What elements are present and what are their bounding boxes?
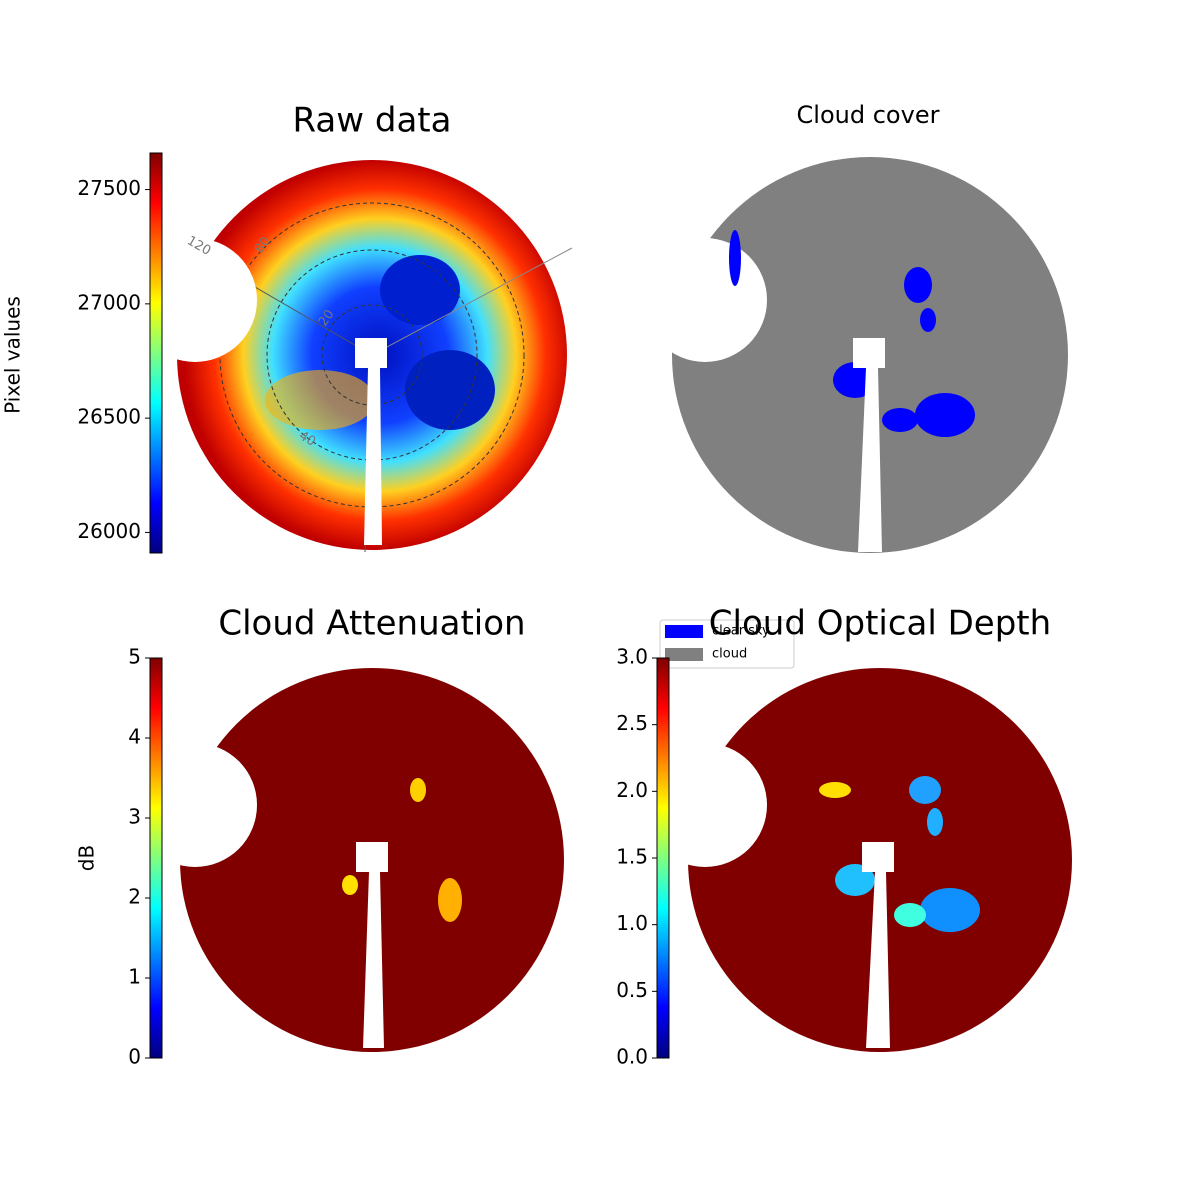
chart-title: Raw data — [293, 101, 452, 141]
colorbar — [656, 657, 670, 1059]
colorbar-tick-label: 2 — [128, 885, 141, 909]
cloud-cover-image — [643, 157, 1068, 553]
legend-label: clear sky — [712, 624, 770, 639]
colorbar-tick-label: 1.0 — [616, 911, 648, 935]
colorbar-tick-label: 2.0 — [616, 778, 648, 802]
colorbar-tick-label: 0.5 — [616, 978, 648, 1002]
colorbar — [149, 152, 163, 554]
colorbar-tick-label: 4 — [128, 725, 141, 749]
colorbar-tick-label: 26500 — [77, 405, 141, 429]
colorbar — [149, 657, 163, 1059]
colorbar-tick-label: 3 — [128, 805, 141, 829]
chart-title: Cloud cover — [797, 101, 940, 129]
colorbar-tick-label: 2.5 — [616, 711, 648, 735]
chart-title: Cloud Attenuation — [218, 604, 525, 644]
polar-grid-label: 40 — [296, 429, 318, 450]
colorbar-tick-label: 26000 — [77, 519, 141, 543]
optical-depth-image — [643, 668, 1072, 1052]
legend-label: cloud — [712, 647, 747, 662]
chart-title: Cloud Optical Depth — [709, 604, 1051, 644]
legend-swatch — [665, 625, 703, 638]
colorbar-tick-label: 5 — [128, 645, 141, 669]
colorbar-tick-label: 1.5 — [616, 845, 648, 869]
colorbar-tick-label: 27000 — [77, 290, 141, 314]
colorbar-label: Pixel values — [1, 296, 25, 414]
attenuation-image — [133, 668, 564, 1052]
legend-swatch — [665, 648, 703, 661]
colorbar-tick-label: 0 — [128, 1045, 141, 1069]
colorbar-tick-label: 0.0 — [616, 1045, 648, 1069]
raw-image — [133, 160, 573, 553]
colorbar-tick-label: 3.0 — [616, 645, 648, 669]
colorbar-tick-label: 1 — [128, 965, 141, 989]
colorbar-label: dB — [75, 845, 99, 871]
colorbar-tick-label: 27500 — [77, 176, 141, 200]
